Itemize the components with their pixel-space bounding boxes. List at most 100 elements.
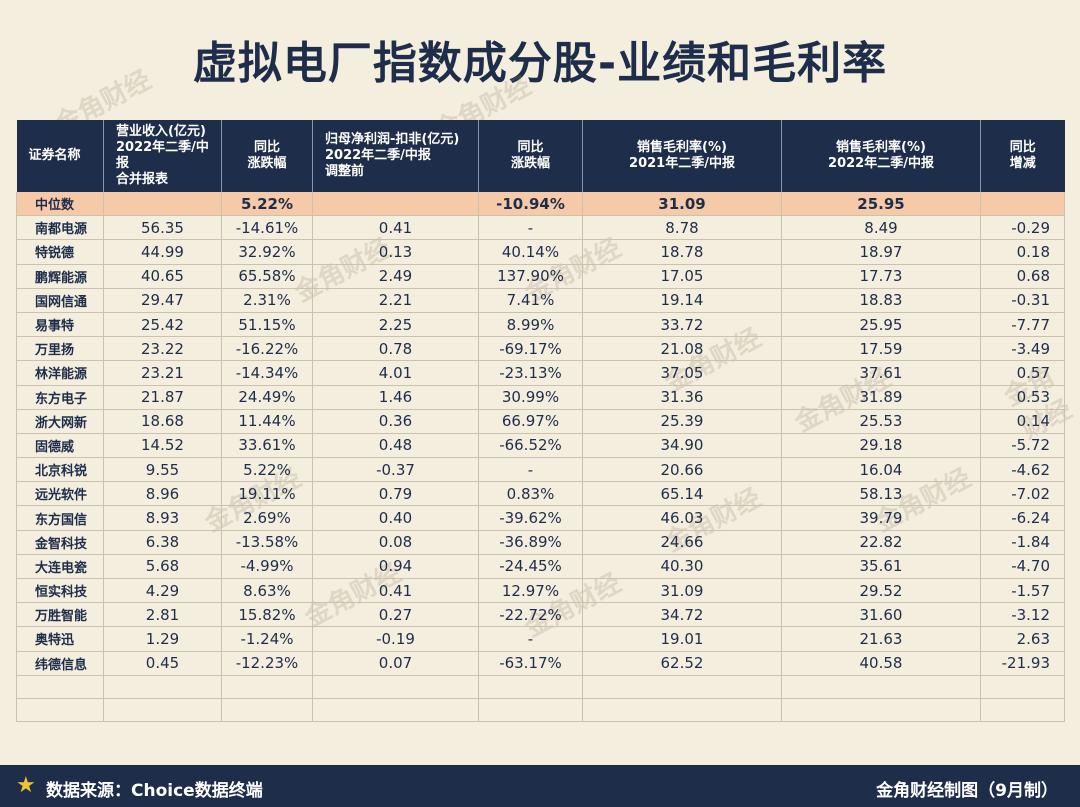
cell-gm-2022: 37.61	[781, 360, 981, 386]
cell-revenue: 23.22	[103, 336, 222, 362]
cell-name: 浙大网新	[16, 409, 104, 434]
cell-profit: 2.21	[312, 288, 479, 313]
cell-rev-yoy: -13.58%	[221, 530, 313, 555]
cell-gm-2021: 20.66	[582, 457, 782, 483]
cell-profit-yoy: -63.17%	[478, 651, 583, 676]
cell-revenue: 25.42	[103, 312, 222, 338]
cell-name: 万里扬	[16, 336, 104, 362]
cell-profit: 4.01	[312, 360, 479, 386]
cell-gm-2021: 37.05	[582, 360, 782, 386]
chart-credit: 金角财经制图（9月制）	[876, 781, 1058, 801]
cell-profit-yoy: -	[478, 626, 583, 652]
cell-gm-change: -21.93	[980, 651, 1065, 676]
blank-cell	[478, 698, 583, 722]
cell-name: 大连电瓷	[16, 554, 104, 580]
header-revenue: 营业收入(亿元) 2022年二季/中报 合并报表	[103, 120, 222, 192]
cell-name: 万胜智能	[16, 602, 104, 628]
cell-rev-yoy: 24.49%	[221, 385, 313, 410]
blank-cell	[16, 675, 104, 699]
cell-gm-2021: 33.72	[582, 312, 782, 338]
median-profit-yoy: -10.94%	[478, 192, 583, 217]
cell-gm-2021: 34.90	[582, 433, 782, 459]
cell-rev-yoy: 32.92%	[221, 239, 313, 265]
cell-profit-yoy: 66.97%	[478, 409, 583, 434]
cell-gm-2021: 31.09	[582, 578, 782, 604]
cell-gm-2021: 17.05	[582, 264, 782, 289]
blank-cell	[103, 698, 222, 722]
header-gm-change: 同比 增减	[980, 120, 1065, 192]
cell-revenue: 6.38	[103, 530, 222, 555]
cell-profit: 0.13	[312, 239, 479, 265]
cell-profit-yoy: 8.99%	[478, 312, 583, 338]
cell-gm-2022: 58.13	[781, 481, 981, 507]
cell-name: 纬德信息	[16, 651, 104, 676]
cell-revenue: 4.29	[103, 578, 222, 604]
cell-profit: 1.46	[312, 385, 479, 410]
cell-profit: 0.41	[312, 578, 479, 604]
table-row: 奥特迅 1.29 -1.24% -0.19-19.01 21.63 2.63	[16, 626, 1065, 652]
cell-rev-yoy: 65.58%	[221, 264, 313, 289]
blank-cell	[312, 675, 479, 699]
cell-gm-change: -6.24	[980, 505, 1065, 531]
cell-profit-yoy: 30.99%	[478, 385, 583, 410]
cell-revenue: 21.87	[103, 385, 222, 410]
blank-cell	[221, 675, 313, 699]
table-row: 金智科技 6.38 -13.58% 0.08 -36.89% 24.66 22.82 -1.8…	[16, 530, 1065, 555]
financial-table: 证券名称 营业收入(亿元) 2022年二季/中报 合并报表 同比 涨跌幅 归母净利润-…	[16, 120, 1065, 722]
table-row: 林洋能源 23.21 -14.34% 4.01 -23.13% 37.05 37.61 0.5…	[16, 360, 1065, 386]
page-title: 虚拟电厂指数成分股-业绩和毛利率	[192, 38, 888, 89]
median-gm-2022: 25.95	[781, 192, 981, 217]
cell-profit-yoy: -69.17%	[478, 336, 583, 362]
cell-profit: 0.48	[312, 433, 479, 459]
cell-profit-yoy: -66.52%	[478, 433, 583, 459]
header-profit: 归母净利润-扣非(亿元) 2022年二季/中报 调整前	[312, 120, 479, 192]
cell-gm-change: 2.63	[980, 626, 1065, 652]
cell-profit-yoy: -	[478, 215, 583, 241]
cell-rev-yoy: 15.82%	[221, 602, 313, 628]
cell-revenue: 5.68	[103, 554, 222, 580]
cell-name: 特锐德	[16, 239, 104, 265]
cell-gm-change: 0.57	[980, 360, 1065, 386]
blank-cell	[16, 698, 104, 722]
table-row: 纬德信息 0.45 -12.23% 0.07 -63.17% 62.52 40.58 -21.…	[16, 651, 1065, 676]
table-row: 万胜智能 2.81 15.82% 0.27 -22.72% 34.72 31.60 -3.12	[16, 602, 1065, 628]
cell-profit: -0.37	[312, 457, 479, 483]
cell-rev-yoy: 5.22%	[221, 457, 313, 483]
cell-gm-2022: 17.73	[781, 264, 981, 289]
cell-gm-change: -3.49	[980, 336, 1065, 362]
cell-profit-yoy: -	[478, 457, 583, 483]
cell-rev-yoy: 51.15%	[221, 312, 313, 338]
cell-gm-2021: 31.36	[582, 385, 782, 410]
cell-profit: 0.78	[312, 336, 479, 362]
blank-cell	[582, 698, 782, 722]
header-profit-yoy: 同比 涨跌幅	[478, 120, 583, 192]
cell-gm-2022: 25.53	[781, 409, 981, 434]
table-row: 易事特 25.42 51.15% 2.25 8.99% 33.72 25.95 -7.77	[16, 312, 1065, 338]
cell-gm-2022: 21.63	[781, 626, 981, 652]
cell-profit: 0.08	[312, 530, 479, 555]
cell-rev-yoy: 2.31%	[221, 288, 313, 313]
cell-revenue: 40.65	[103, 264, 222, 289]
cell-name: 南都电源	[16, 215, 104, 241]
cell-gm-2021: 25.39	[582, 409, 782, 434]
cell-gm-change: 0.14	[980, 409, 1065, 434]
cell-profit-yoy: 7.41%	[478, 288, 583, 313]
header-name: 证券名称	[16, 120, 104, 192]
cell-revenue: 23.21	[103, 360, 222, 386]
cell-rev-yoy: -16.22%	[221, 336, 313, 362]
cell-gm-change: 0.18	[980, 239, 1065, 265]
cell-name: 北京科锐	[16, 457, 104, 483]
cell-gm-change: -7.02	[980, 481, 1065, 507]
cell-gm-2021: 34.72	[582, 602, 782, 628]
cell-profit-yoy: -23.13%	[478, 360, 583, 386]
cell-profit: 0.41	[312, 215, 479, 241]
cell-gm-2022: 18.83	[781, 288, 981, 313]
cell-rev-yoy: 33.61%	[221, 433, 313, 459]
cell-revenue: 2.81	[103, 602, 222, 628]
cell-profit-yoy: 40.14%	[478, 239, 583, 265]
cell-gm-2022: 35.61	[781, 554, 981, 580]
cell-revenue: 8.93	[103, 505, 222, 531]
cell-gm-change: -0.29	[980, 215, 1065, 241]
table-row: 东方国信 8.93 2.69% 0.40 -39.62% 46.03 39.79 -6.24	[16, 505, 1065, 531]
median-rev-yoy: 5.22%	[221, 192, 313, 217]
